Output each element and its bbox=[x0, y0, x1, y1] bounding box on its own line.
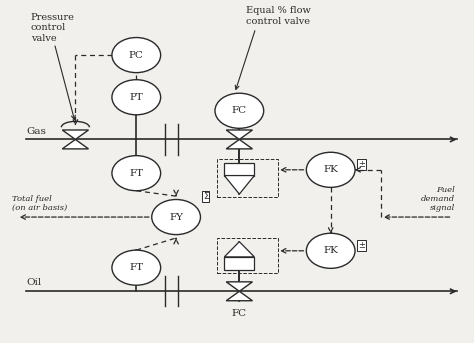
Circle shape bbox=[306, 152, 355, 187]
Text: FT: FT bbox=[129, 263, 143, 272]
Polygon shape bbox=[226, 140, 253, 149]
Text: FK: FK bbox=[323, 246, 338, 255]
Text: Equal % flow
control valve: Equal % flow control valve bbox=[246, 6, 311, 25]
Text: Total fuel
(on air basis): Total fuel (on air basis) bbox=[12, 195, 67, 212]
Text: Oil: Oil bbox=[26, 278, 41, 287]
Text: Σ: Σ bbox=[203, 192, 209, 201]
Circle shape bbox=[152, 200, 201, 235]
Text: ±: ± bbox=[358, 160, 365, 169]
Text: PT: PT bbox=[129, 93, 143, 102]
Text: Gas: Gas bbox=[26, 127, 46, 136]
Circle shape bbox=[306, 233, 355, 268]
Text: FY: FY bbox=[169, 213, 183, 222]
Text: Fuel
demand
signal: Fuel demand signal bbox=[421, 186, 455, 212]
Text: FC: FC bbox=[232, 106, 247, 115]
Polygon shape bbox=[224, 176, 255, 194]
Circle shape bbox=[112, 156, 161, 191]
Circle shape bbox=[112, 80, 161, 115]
Circle shape bbox=[112, 37, 161, 73]
Bar bbox=[224, 257, 255, 270]
Text: FT: FT bbox=[129, 169, 143, 178]
Text: PC: PC bbox=[129, 50, 144, 60]
Bar bbox=[224, 163, 255, 176]
Polygon shape bbox=[226, 282, 253, 291]
Polygon shape bbox=[62, 140, 89, 149]
Circle shape bbox=[112, 250, 161, 285]
Polygon shape bbox=[226, 130, 253, 140]
Polygon shape bbox=[224, 242, 255, 257]
Text: FC: FC bbox=[232, 309, 247, 318]
Text: Pressure
control
valve: Pressure control valve bbox=[31, 13, 75, 43]
Polygon shape bbox=[226, 291, 253, 301]
Circle shape bbox=[215, 93, 264, 128]
Text: FK: FK bbox=[323, 165, 338, 174]
Text: ±: ± bbox=[358, 241, 365, 250]
Polygon shape bbox=[62, 130, 89, 140]
